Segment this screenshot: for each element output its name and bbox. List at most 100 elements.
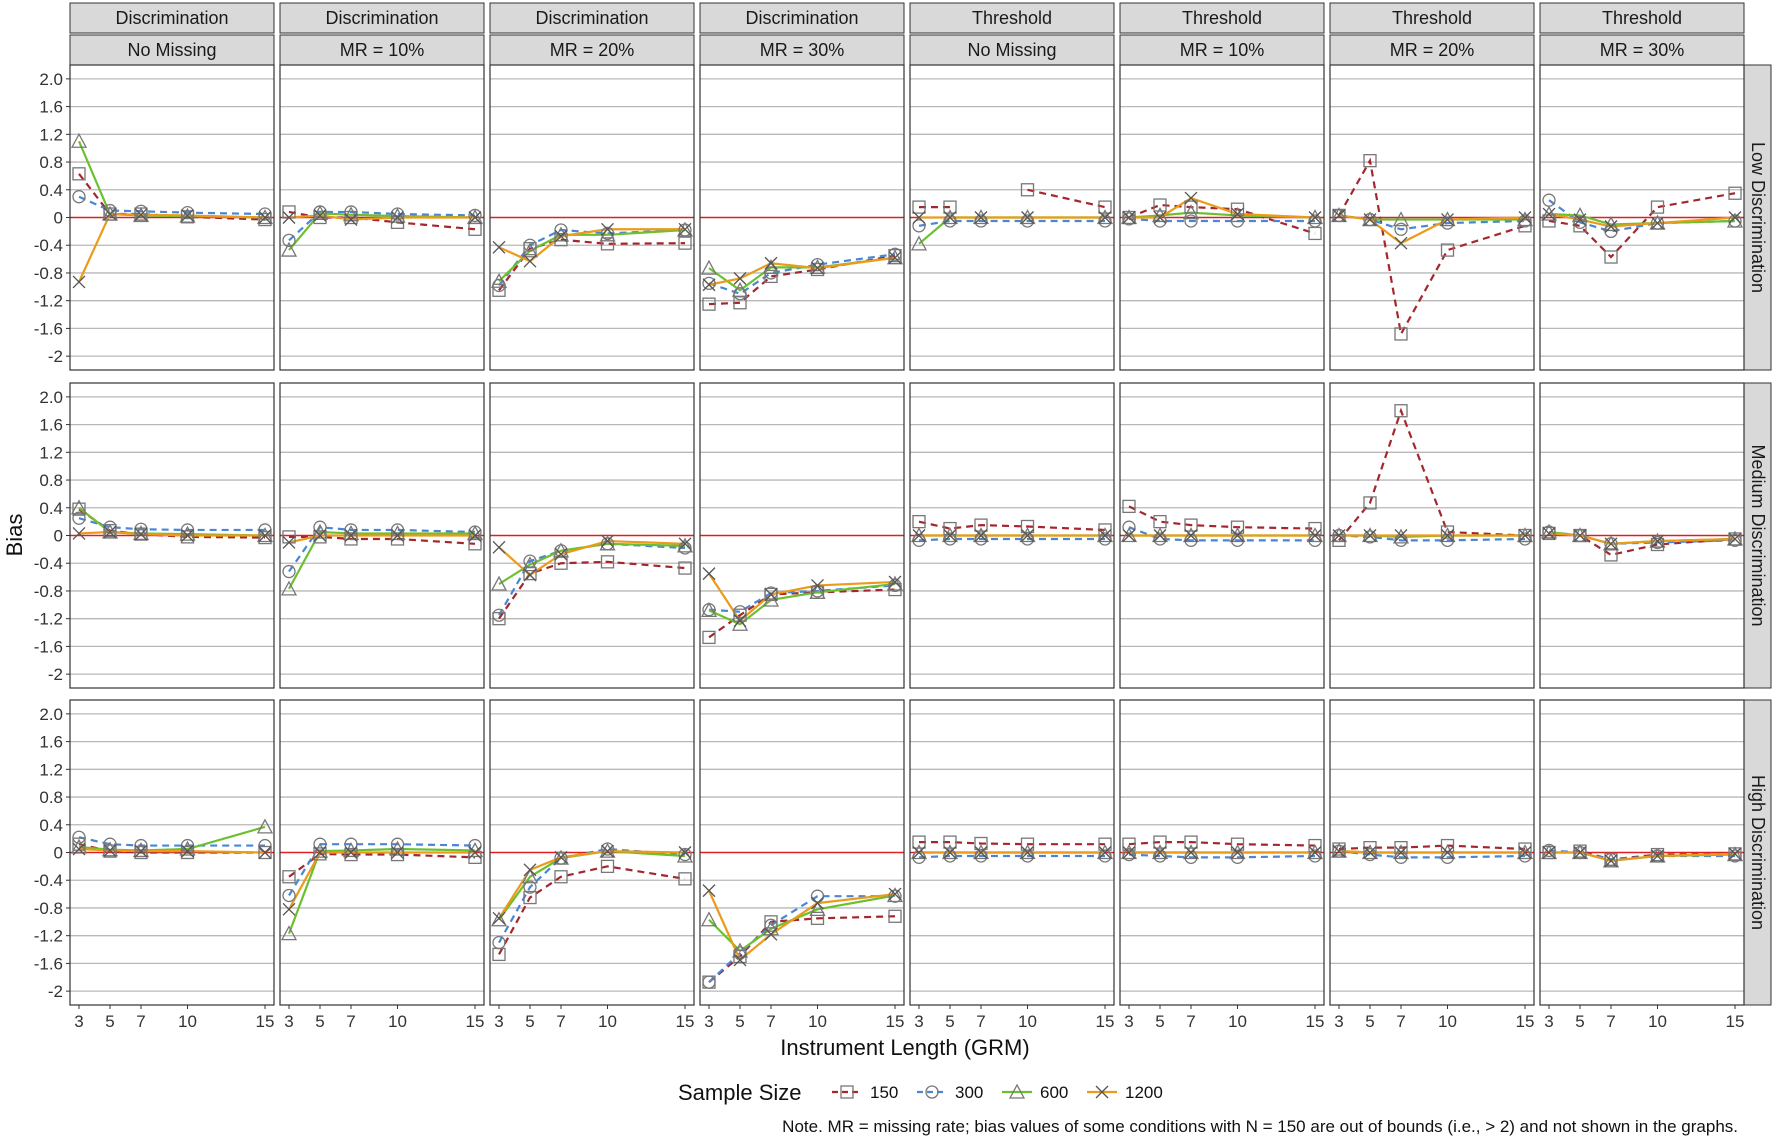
- point-150: [1650, 200, 1665, 214]
- x-marker-stroke: [282, 902, 296, 916]
- point-300: [678, 541, 692, 555]
- legend-key-marker: [1008, 1083, 1026, 1099]
- series-line-150: [1338, 844, 1526, 851]
- x-marker-stroke: [468, 846, 482, 859]
- point-600: [179, 840, 196, 856]
- x-marker-stroke: [943, 846, 957, 859]
- series-line-300: [1128, 853, 1316, 859]
- point-1200: [974, 846, 988, 859]
- series-line-300: [1128, 526, 1315, 542]
- x-marker-stroke: [1095, 1085, 1109, 1099]
- x-marker-stroke: [282, 211, 296, 224]
- x-marker-stroke: [1231, 529, 1244, 542]
- panel-r1-c2: [279, 64, 485, 371]
- x-marker-stroke: [974, 846, 988, 859]
- x-tick-label: 7: [766, 1012, 775, 1031]
- point-150: [258, 530, 272, 545]
- series-line-300: [1128, 217, 1315, 223]
- point-1200: [1308, 529, 1322, 542]
- x-marker-stroke: [1363, 213, 1377, 227]
- x-tick-label: 5: [1155, 1012, 1164, 1031]
- point-300: [72, 511, 86, 525]
- point-1200: [1394, 236, 1408, 250]
- y-tick-label: -1.2: [34, 292, 63, 311]
- x-tick-label: 15: [466, 1012, 485, 1031]
- point-300: [1122, 847, 1136, 862]
- x-tick-label: 15: [1096, 1012, 1115, 1031]
- point-1200: [1518, 529, 1532, 542]
- point-1200: [764, 927, 778, 941]
- column-strip-top-label: Threshold: [972, 8, 1052, 28]
- x-marker-stroke: [1098, 529, 1112, 542]
- point-600: [1330, 842, 1348, 858]
- panel-border: [69, 64, 275, 371]
- panel-r1-c3: [489, 64, 695, 371]
- point-600: [521, 242, 539, 258]
- point-1200: [601, 844, 614, 858]
- column-strip-bottom: [69, 34, 275, 66]
- series-line-300: [1338, 534, 1526, 542]
- x-marker-stroke: [554, 547, 568, 561]
- y-tick-label: -0.8: [34, 899, 63, 918]
- point-600: [1392, 844, 1410, 860]
- point-1200: [1308, 211, 1322, 224]
- point-150: [1363, 154, 1377, 168]
- point-150: [554, 870, 568, 884]
- panel-border: [699, 382, 905, 689]
- x-tick-label: 10: [1648, 1012, 1667, 1031]
- x-marker-stroke: [134, 527, 148, 541]
- x-marker-stroke: [1363, 846, 1377, 859]
- x-marker-stroke: [1728, 847, 1742, 861]
- point-150: [1363, 840, 1377, 855]
- y-tick-label: -1.6: [34, 637, 63, 656]
- point-1200: [764, 256, 778, 270]
- point-600: [1182, 204, 1200, 220]
- point-600: [179, 207, 196, 223]
- point-600: [599, 226, 616, 242]
- point-1200: [554, 229, 568, 243]
- point-300: [344, 837, 358, 851]
- point-1200: [523, 568, 537, 582]
- x-marker-stroke: [1728, 211, 1742, 224]
- point-600: [1361, 527, 1379, 543]
- point-600: [972, 209, 990, 225]
- legend-entry-1200: 1200: [1087, 1083, 1163, 1102]
- x-marker-stroke: [1518, 211, 1532, 224]
- point-1200: [678, 222, 692, 236]
- series-line-300: [708, 895, 895, 983]
- x-marker-stroke: [1518, 529, 1532, 542]
- column-strip-top: [1329, 2, 1535, 34]
- point-1200: [468, 211, 482, 224]
- point-150: [282, 870, 296, 884]
- y-tick-label: 1.6: [39, 416, 63, 435]
- point-1200: [601, 534, 614, 548]
- point-150: [1098, 200, 1112, 214]
- point-1200: [492, 240, 506, 254]
- point-1200: [1332, 208, 1346, 222]
- point-600: [179, 525, 196, 541]
- y-tick-label: -1.2: [34, 610, 63, 629]
- point-300: [180, 205, 195, 220]
- point-300: [72, 190, 86, 204]
- x-marker-stroke: [344, 213, 358, 227]
- point-600: [521, 556, 539, 572]
- series-line-150: [1338, 157, 1526, 338]
- point-600: [1361, 211, 1379, 227]
- x-tick-label: 5: [945, 1012, 954, 1031]
- point-1200: [1332, 529, 1346, 542]
- x-marker-stroke: [912, 211, 926, 224]
- point-1200: [1728, 847, 1742, 861]
- point-1200: [344, 529, 358, 542]
- y-tick-label: 2.0: [39, 388, 63, 407]
- point-600: [1019, 209, 1036, 225]
- x-tick-label: 5: [1575, 1012, 1584, 1031]
- legend-label: 300: [955, 1083, 983, 1102]
- point-1200: [1518, 211, 1532, 224]
- point-600: [1726, 846, 1744, 862]
- point-1200: [888, 251, 902, 265]
- x-marker-stroke: [523, 863, 537, 877]
- x-marker-stroke: [134, 208, 148, 222]
- point-150: [1122, 837, 1136, 851]
- point-1200: [134, 844, 148, 858]
